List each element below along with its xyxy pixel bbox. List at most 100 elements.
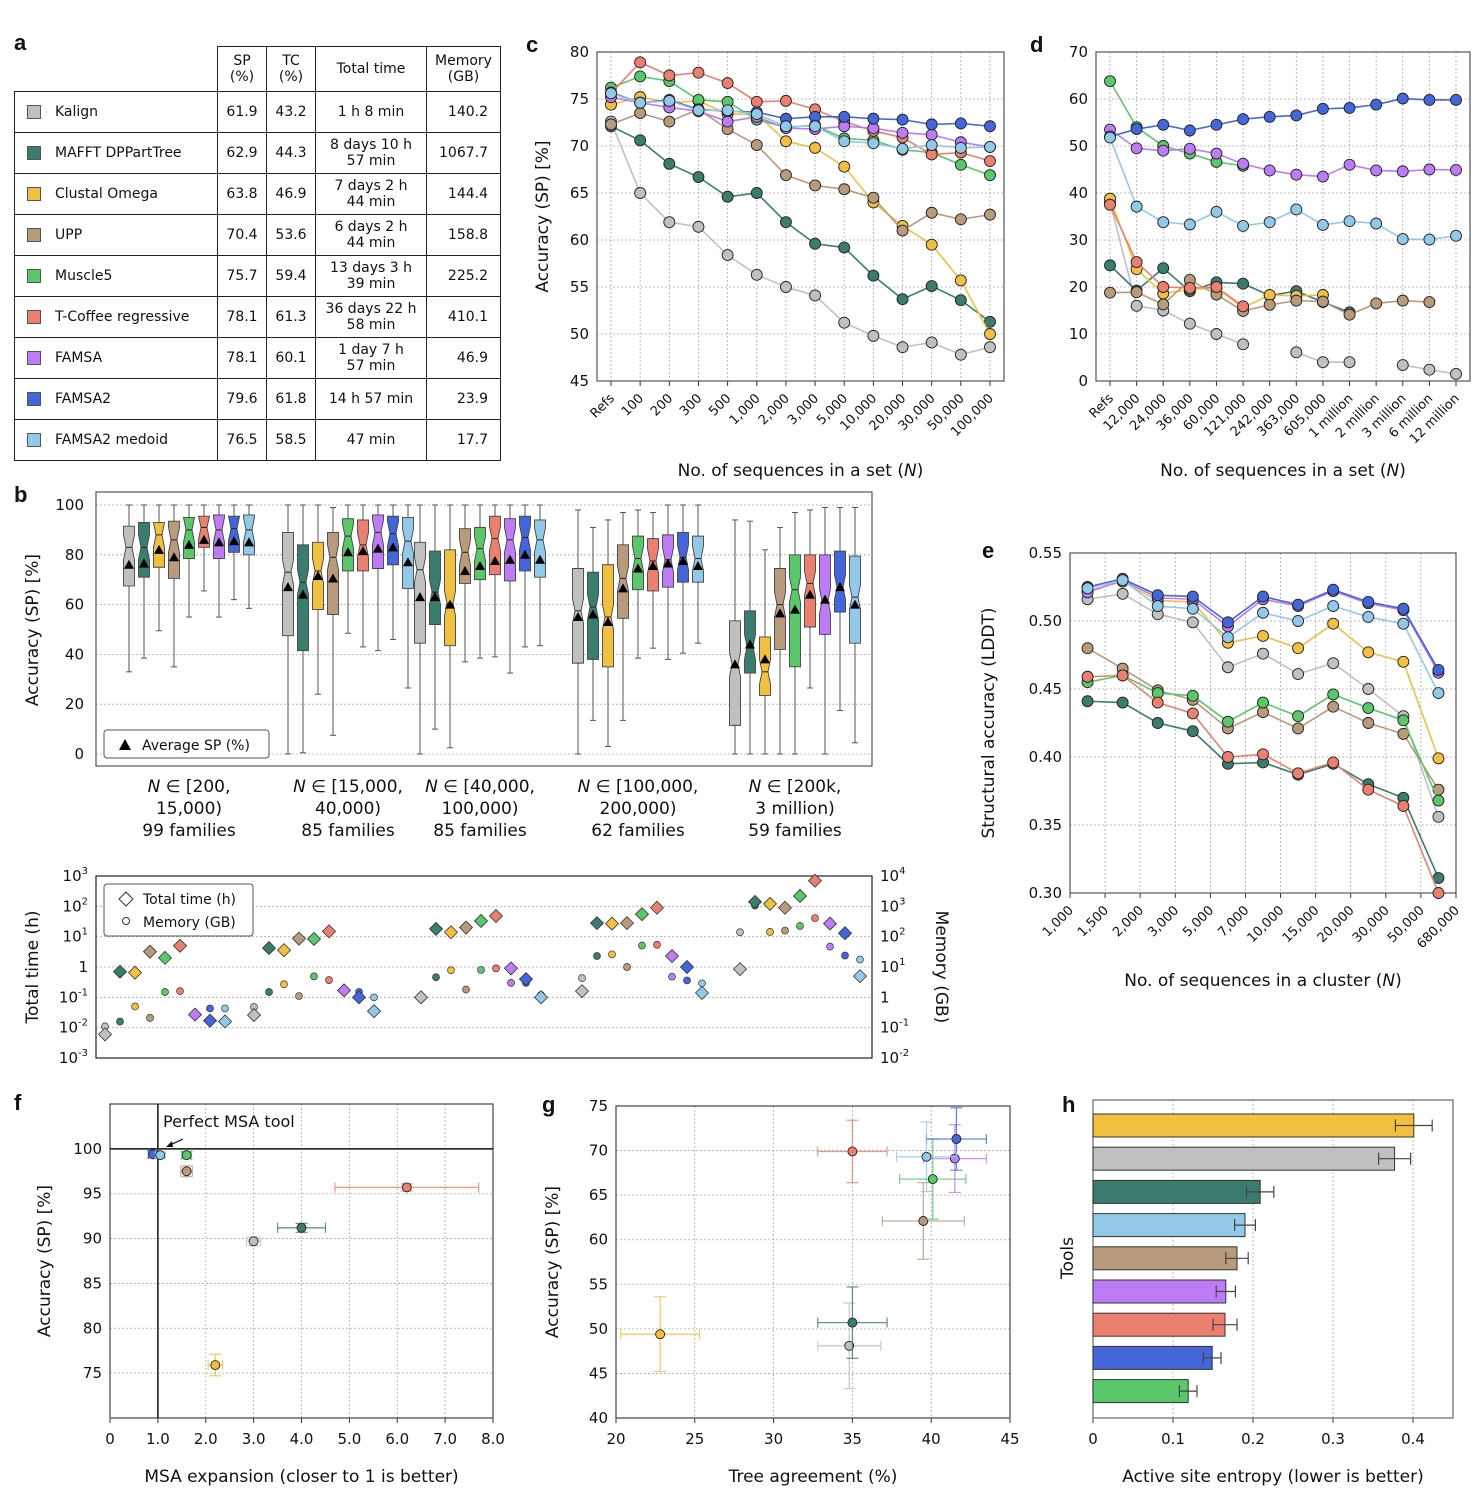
data-point (181, 1150, 192, 1161)
mean-marker (850, 599, 860, 609)
series-kalign (1081, 587, 1445, 823)
data-point (1237, 113, 1250, 126)
memory-point (811, 914, 819, 922)
x-tick-label: 0.4 (1401, 1430, 1425, 1448)
box (729, 620, 741, 726)
mean-marker (588, 609, 598, 619)
tool-color-swatch (27, 269, 41, 283)
data-point (401, 1182, 412, 1193)
mean-marker (535, 554, 545, 564)
mean-marker (730, 659, 740, 669)
memory-cell: 144.4 (426, 173, 501, 215)
data-point (1397, 800, 1410, 812)
y-tick-label: 0.30 (1029, 884, 1062, 902)
x-tick-label: 4.0 (290, 1430, 314, 1448)
plot-frame (1069, 552, 1457, 894)
data-point (1450, 368, 1462, 380)
group-label: N ∈ [100,000, (578, 777, 699, 797)
mean-marker (760, 654, 770, 664)
x-tick-label: 0 (1088, 1430, 1098, 1448)
x-tick-label: 40 (922, 1430, 941, 1448)
tool-color-swatch (27, 433, 41, 447)
data-point (1362, 610, 1375, 623)
box-group: N ∈ [40,000,100,000)85 families (414, 504, 546, 841)
memory-cell: 410.1 (426, 296, 501, 338)
x-tick-label: 8.0 (481, 1430, 505, 1448)
data-point (1263, 110, 1276, 123)
time-point (97, 1027, 113, 1042)
time-point (112, 964, 128, 979)
y-left-tick-label: 10-1 (59, 987, 88, 1006)
table-row: FAMSA2 79.6 61.8 14 h 57 min 23.9 (14, 378, 501, 420)
y-right-tick-label: 10-1 (880, 1018, 909, 1037)
x-tick-label: 1,000 (1040, 903, 1077, 940)
y-tick-label: 75 (83, 1364, 102, 1382)
data-point (634, 107, 647, 120)
tool-color-swatch (27, 228, 41, 242)
point-upp (180, 1165, 193, 1178)
data-point (1186, 725, 1199, 738)
bar-upp (1092, 1246, 1249, 1271)
time-point (473, 913, 489, 929)
data-point (1221, 616, 1234, 629)
group-label: N ∈ [15,000, (293, 777, 403, 797)
bar-famsa2 (1092, 1345, 1222, 1370)
x-tick-label: 45 (1000, 1430, 1019, 1448)
panel-label-g: g (542, 1092, 556, 1117)
box (138, 521, 150, 578)
data-point (1292, 615, 1305, 627)
time-point (679, 959, 695, 975)
point-t-coffee-regressive (817, 1119, 888, 1184)
data-point (1290, 109, 1303, 122)
data-point (1104, 198, 1116, 211)
panel-label-f: f (14, 1090, 22, 1115)
data-point (949, 1153, 960, 1164)
data-point (779, 120, 792, 133)
data-point (1362, 702, 1375, 714)
mean-marker (745, 639, 755, 649)
time-point (518, 972, 534, 987)
data-point (1292, 722, 1305, 735)
data-point (1237, 338, 1250, 351)
time-point (694, 985, 710, 1000)
group-label: N ∈ [200, (148, 777, 231, 797)
y-axis-label: Structural accuracy (LDDT) (979, 608, 999, 839)
group-label: 100,000) (442, 799, 519, 819)
x-tick-label: 5,000 (1180, 903, 1217, 940)
data-point (1432, 887, 1445, 899)
time-point (351, 990, 367, 1005)
y-left-tick-label: 10-2 (59, 1018, 88, 1037)
sp-cell: 63.8 (217, 173, 267, 215)
series-kalign (605, 115, 996, 361)
data-point (1183, 124, 1196, 137)
data-point (248, 1236, 259, 1247)
time-point (792, 888, 808, 904)
data-point (1327, 600, 1340, 612)
data-point (951, 1134, 962, 1144)
data-point (847, 1317, 858, 1328)
time-point (619, 916, 635, 931)
data-point (984, 208, 996, 221)
time-point (142, 944, 158, 959)
table-row: Clustal Omega 63.8 46.9 7 days 2 h 44 min 144… (14, 173, 501, 215)
bar (1092, 1113, 1415, 1138)
data-point (663, 69, 676, 82)
y-tick-label: 70 (1069, 43, 1088, 61)
x-tick-label: 2,000 (1110, 903, 1147, 940)
series-muscle5 (1081, 669, 1445, 807)
y-tick-label: 80 (65, 546, 84, 564)
tc-cell: 60.1 (266, 337, 316, 379)
x-tick-label: 7.0 (433, 1430, 457, 1448)
panel-label-h: h (1062, 1092, 1076, 1117)
box (357, 519, 369, 572)
header-sp: SP (%) (217, 46, 267, 92)
bar-clustal-omega (1092, 1113, 1433, 1138)
data-point (1423, 233, 1436, 246)
data-point (809, 141, 822, 154)
series-kalign (1104, 196, 1462, 380)
chart-g: 40 45 50 55 60 65 70 75 20 25 30 35 40 45 Accuracy (SP… (543, 1097, 1020, 1487)
data-point (634, 70, 647, 83)
data-point (1116, 696, 1129, 709)
y-right-tick-label: 103 (880, 896, 905, 915)
x-tick-label: Refs (588, 391, 618, 421)
